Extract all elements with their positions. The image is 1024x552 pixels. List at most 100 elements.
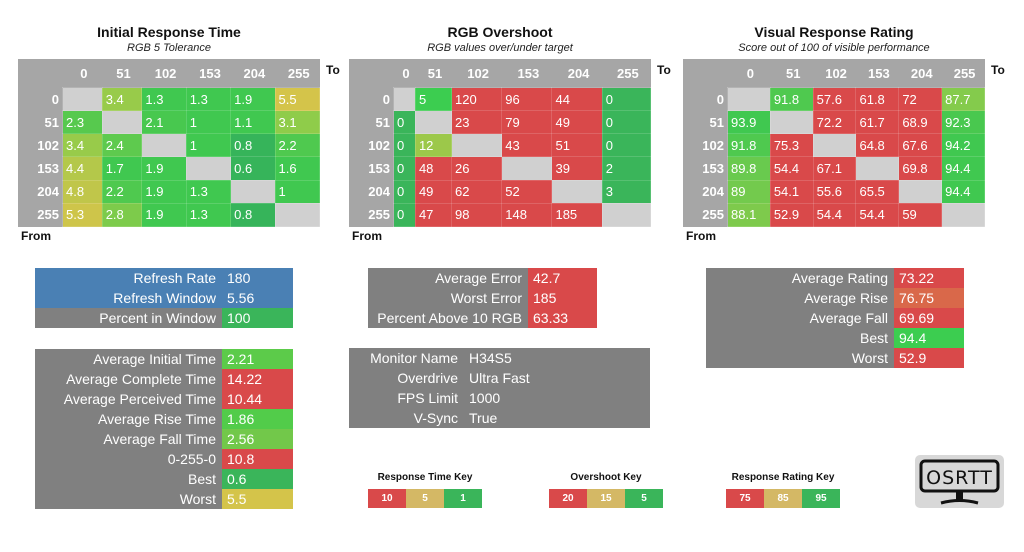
value-cell: 48: [414, 156, 453, 181]
color-key: 20 15 5: [549, 489, 663, 508]
stat-row: Average Error 42.7: [368, 268, 597, 288]
column-header: 0: [746, 65, 755, 81]
key-swatch: 85: [764, 489, 802, 508]
value-cell: 120: [451, 86, 503, 112]
value-cell: 0: [393, 110, 416, 135]
stat-label: Average Error: [368, 268, 528, 288]
value-cell: 5.3: [62, 202, 103, 228]
response-matrix: 0 51 102 153 204 255 0 5 120 96 44 0 51 0 23 79 49 0 102 0 1…: [349, 59, 652, 228]
column-header: 255: [953, 65, 976, 81]
column-header: 0: [80, 65, 88, 81]
blank-cell: [62, 86, 103, 112]
key-swatch: 5: [625, 489, 663, 508]
blank-cell: [101, 110, 143, 135]
to-axis-label: To: [657, 63, 671, 77]
key-title: Response Time Key: [377, 472, 473, 483]
monitor-logo-icon: OSRTT: [919, 459, 1000, 505]
to-axis-label: To: [326, 63, 340, 77]
stat-value: 1.86: [222, 409, 293, 429]
value-cell: 0: [393, 133, 416, 158]
svg-text:OSRTT: OSRTT: [926, 467, 993, 489]
stat-row: Worst 5.5: [35, 489, 293, 509]
matrix-subtitle: Score out of 100 of visible performance: [738, 42, 930, 54]
row-header: 51: [709, 114, 724, 130]
value-cell: 52: [501, 179, 553, 204]
corner-cell: [683, 59, 728, 88]
key-swatch: 5: [406, 489, 444, 508]
table-row: 0 3.4 1.3 1.3 1.9 5.5: [18, 86, 321, 112]
blank-cell: [898, 179, 943, 204]
stat-value: 2.56: [222, 429, 293, 449]
column-header: 153: [868, 65, 890, 81]
stat-label: Monitor Name: [349, 348, 464, 368]
value-cell: 0: [393, 202, 416, 228]
blank-cell: [451, 133, 503, 158]
stat-row: Best 94.4: [706, 328, 964, 348]
stat-value: 0.6: [222, 469, 293, 489]
stat-row: Percent Above 10 RGB 63.33: [368, 308, 597, 328]
stat-row: Average Rating 73.22: [706, 268, 964, 288]
value-cell: 1.9: [141, 179, 187, 204]
value-cell: 72.2: [812, 110, 857, 135]
row-header: 153: [368, 161, 390, 177]
key-swatch: 15: [587, 489, 625, 508]
row-header: 102: [368, 137, 390, 153]
table-row: 153 0 48 26 39 2: [349, 156, 652, 181]
value-cell: 0.8: [230, 202, 276, 228]
value-cell: 49: [551, 110, 603, 135]
value-cell: 94.4: [941, 179, 985, 204]
table-row: 0 5 120 96 44 0: [349, 86, 652, 112]
value-cell: 64.8: [855, 133, 900, 158]
stat-label: FPS Limit: [349, 388, 464, 408]
value-cell: 51: [551, 133, 603, 158]
stat-value: 5.5: [222, 489, 293, 509]
value-cell: 23: [451, 110, 503, 135]
stat-label: Percent Above 10 RGB: [368, 308, 528, 328]
refresh-stats: Refresh Rate 180 Refresh Window 5.56 Percent…: [35, 268, 293, 328]
stat-label: Best: [706, 328, 894, 348]
stat-value: 5.56: [222, 288, 293, 308]
column-header: 255: [287, 65, 310, 81]
stat-value: H34S5: [464, 348, 650, 368]
value-cell: 2.1: [141, 110, 187, 135]
table-row: 255 88.1 52.9 54.4 54.4 59: [683, 202, 985, 228]
table-row: 153 4.4 1.7 1.9 0.6 1.6: [18, 156, 321, 181]
value-cell: 79: [501, 110, 553, 135]
value-cell: 148: [501, 202, 553, 228]
column-header: 153: [517, 65, 540, 81]
value-cell: 44: [551, 86, 603, 112]
stat-value: 10.8: [222, 449, 293, 469]
stat-row: Average Fall Time 2.56: [35, 429, 293, 449]
value-cell: 1.6: [274, 156, 321, 181]
row-header: 255: [368, 207, 390, 223]
value-cell: 5.5: [274, 86, 321, 112]
matrix-title: Initial Response Time: [97, 24, 241, 40]
value-cell: 3.1: [274, 110, 321, 135]
blank-cell: [414, 110, 453, 135]
from-axis-label: From: [21, 229, 51, 243]
stat-label: Worst Error: [368, 288, 528, 308]
column-header: 153: [199, 65, 221, 81]
stat-label: Average Rise: [706, 288, 894, 308]
column-header: 255: [616, 65, 639, 81]
stat-label: Average Complete Time: [35, 369, 222, 389]
stat-value: Ultra Fast: [464, 368, 650, 388]
table-row: 153 89.8 54.4 67.1 69.8 94.4: [683, 156, 985, 181]
value-cell: 5: [414, 86, 453, 112]
stat-row: V-Sync True: [349, 408, 650, 428]
value-cell: 1.7: [101, 156, 143, 181]
row-header: 153: [702, 161, 724, 177]
stat-label: Average Fall: [706, 308, 894, 328]
stat-label: Average Initial Time: [35, 349, 222, 369]
value-cell: 54.4: [812, 202, 857, 228]
value-cell: 94.4: [941, 156, 985, 181]
matrix-title: RGB Overshoot: [447, 24, 553, 40]
value-cell: 39: [551, 156, 603, 181]
value-cell: 1: [185, 133, 232, 158]
value-cell: 88.1: [727, 202, 771, 228]
column-header: 204: [567, 65, 590, 81]
table-row: 51 0 23 79 49 0: [349, 110, 652, 135]
stat-value: 1000: [464, 388, 650, 408]
value-cell: 61.7: [855, 110, 900, 135]
column-header: 51: [786, 65, 801, 81]
